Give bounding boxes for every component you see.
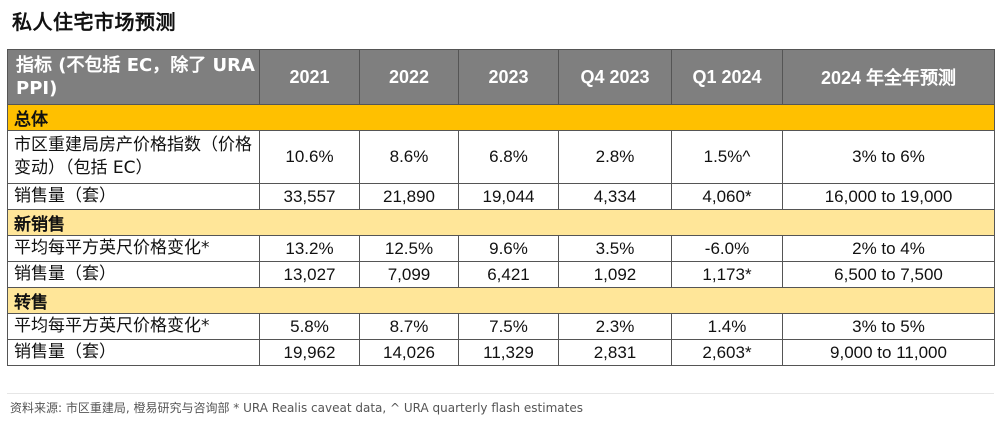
table-cell: 1.4% bbox=[671, 313, 783, 340]
table-cell: 4,334 bbox=[558, 183, 672, 210]
section-label: 总体 bbox=[7, 104, 995, 131]
table-cell: 16,000 to 19,000 bbox=[782, 183, 995, 210]
row-label: 销售量（套） bbox=[7, 261, 260, 288]
header-q4-2023: Q4 2023 bbox=[558, 49, 672, 105]
header-indicator: 指标 (不包括 EC，除了 URA PPI) bbox=[7, 49, 260, 105]
table-cell: 9.6% bbox=[458, 235, 559, 262]
row-label: 平均每平方英尺价格变化* bbox=[7, 313, 260, 340]
table-cell: 8.7% bbox=[359, 313, 459, 340]
table-cell: 1,173* bbox=[671, 261, 783, 288]
table-cell: 21,890 bbox=[359, 183, 459, 210]
table-cell: 8.6% bbox=[359, 130, 459, 184]
section-overall: 总体 bbox=[7, 104, 995, 131]
row-label: 市区重建局房产价格指数（价格变动）（包括 EC） bbox=[7, 130, 260, 184]
table-cell: -6.0% bbox=[671, 235, 783, 262]
table-cell: 6,421 bbox=[458, 261, 559, 288]
table-cell: 1.5%^ bbox=[671, 130, 783, 184]
row-label: 销售量（套） bbox=[7, 339, 260, 366]
row-label: 平均每平方英尺价格变化* bbox=[7, 235, 260, 262]
table-cell: 2.3% bbox=[558, 313, 672, 340]
header-2024-forecast: 2024 年全年预测 bbox=[782, 49, 995, 105]
table-cell: 2% to 4% bbox=[782, 235, 995, 262]
table-cell: 3.5% bbox=[558, 235, 672, 262]
row-label: 销售量（套） bbox=[7, 183, 260, 210]
table-cell: 2,603* bbox=[671, 339, 783, 366]
section-new-sales: 新销售 bbox=[7, 209, 995, 236]
table-cell: 4,060* bbox=[671, 183, 783, 210]
source-note: 资料来源: 市区重建局, 橙易研究与咨询部 * URA Realis cavea… bbox=[10, 401, 583, 415]
table-cell: 9,000 to 11,000 bbox=[782, 339, 995, 366]
header-2022: 2022 bbox=[359, 49, 459, 105]
table-row: 平均每平方英尺价格变化* 13.2% 12.5% 9.6% 3.5% -6.0%… bbox=[7, 235, 995, 262]
table-cell: 13,027 bbox=[259, 261, 360, 288]
table-cell: 6,500 to 7,500 bbox=[782, 261, 995, 288]
table-cell: 7,099 bbox=[359, 261, 459, 288]
header-2023: 2023 bbox=[458, 49, 559, 105]
table-row: 销售量（套） 13,027 7,099 6,421 1,092 1,173* 6… bbox=[7, 261, 995, 288]
header-row: 指标 (不包括 EC，除了 URA PPI) 2021 2022 2023 Q4… bbox=[7, 49, 995, 105]
divider bbox=[7, 393, 994, 394]
table-row: 销售量（套） 33,557 21,890 19,044 4,334 4,060*… bbox=[7, 183, 995, 210]
table-cell: 10.6% bbox=[259, 130, 360, 184]
section-label: 转售 bbox=[7, 287, 995, 314]
forecast-table: 指标 (不包括 EC，除了 URA PPI) 2021 2022 2023 Q4… bbox=[7, 49, 995, 366]
table-row: 市区重建局房产价格指数（价格变动）（包括 EC） 10.6% 8.6% 6.8%… bbox=[7, 130, 995, 184]
header-2021: 2021 bbox=[259, 49, 360, 105]
table-cell: 12.5% bbox=[359, 235, 459, 262]
table-row: 销售量（套） 19,962 14,026 11,329 2,831 2,603*… bbox=[7, 339, 995, 366]
header-q1-2024: Q1 2024 bbox=[671, 49, 783, 105]
table-row: 平均每平方英尺价格变化* 5.8% 8.7% 7.5% 2.3% 1.4% 3%… bbox=[7, 313, 995, 340]
table-cell: 19,962 bbox=[259, 339, 360, 366]
table-cell: 1,092 bbox=[558, 261, 672, 288]
table-cell: 3% to 6% bbox=[782, 130, 995, 184]
table-cell: 14,026 bbox=[359, 339, 459, 366]
table-cell: 2,831 bbox=[558, 339, 672, 366]
table-cell: 13.2% bbox=[259, 235, 360, 262]
table-cell: 2.8% bbox=[558, 130, 672, 184]
section-resale: 转售 bbox=[7, 287, 995, 314]
section-label: 新销售 bbox=[7, 209, 995, 236]
table-cell: 11,329 bbox=[458, 339, 559, 366]
table-cell: 5.8% bbox=[259, 313, 360, 340]
table-cell: 6.8% bbox=[458, 130, 559, 184]
table-cell: 3% to 5% bbox=[782, 313, 995, 340]
table-cell: 19,044 bbox=[458, 183, 559, 210]
table-cell: 33,557 bbox=[259, 183, 360, 210]
table-cell: 7.5% bbox=[458, 313, 559, 340]
page-title: 私人住宅市场预测 bbox=[12, 10, 176, 34]
